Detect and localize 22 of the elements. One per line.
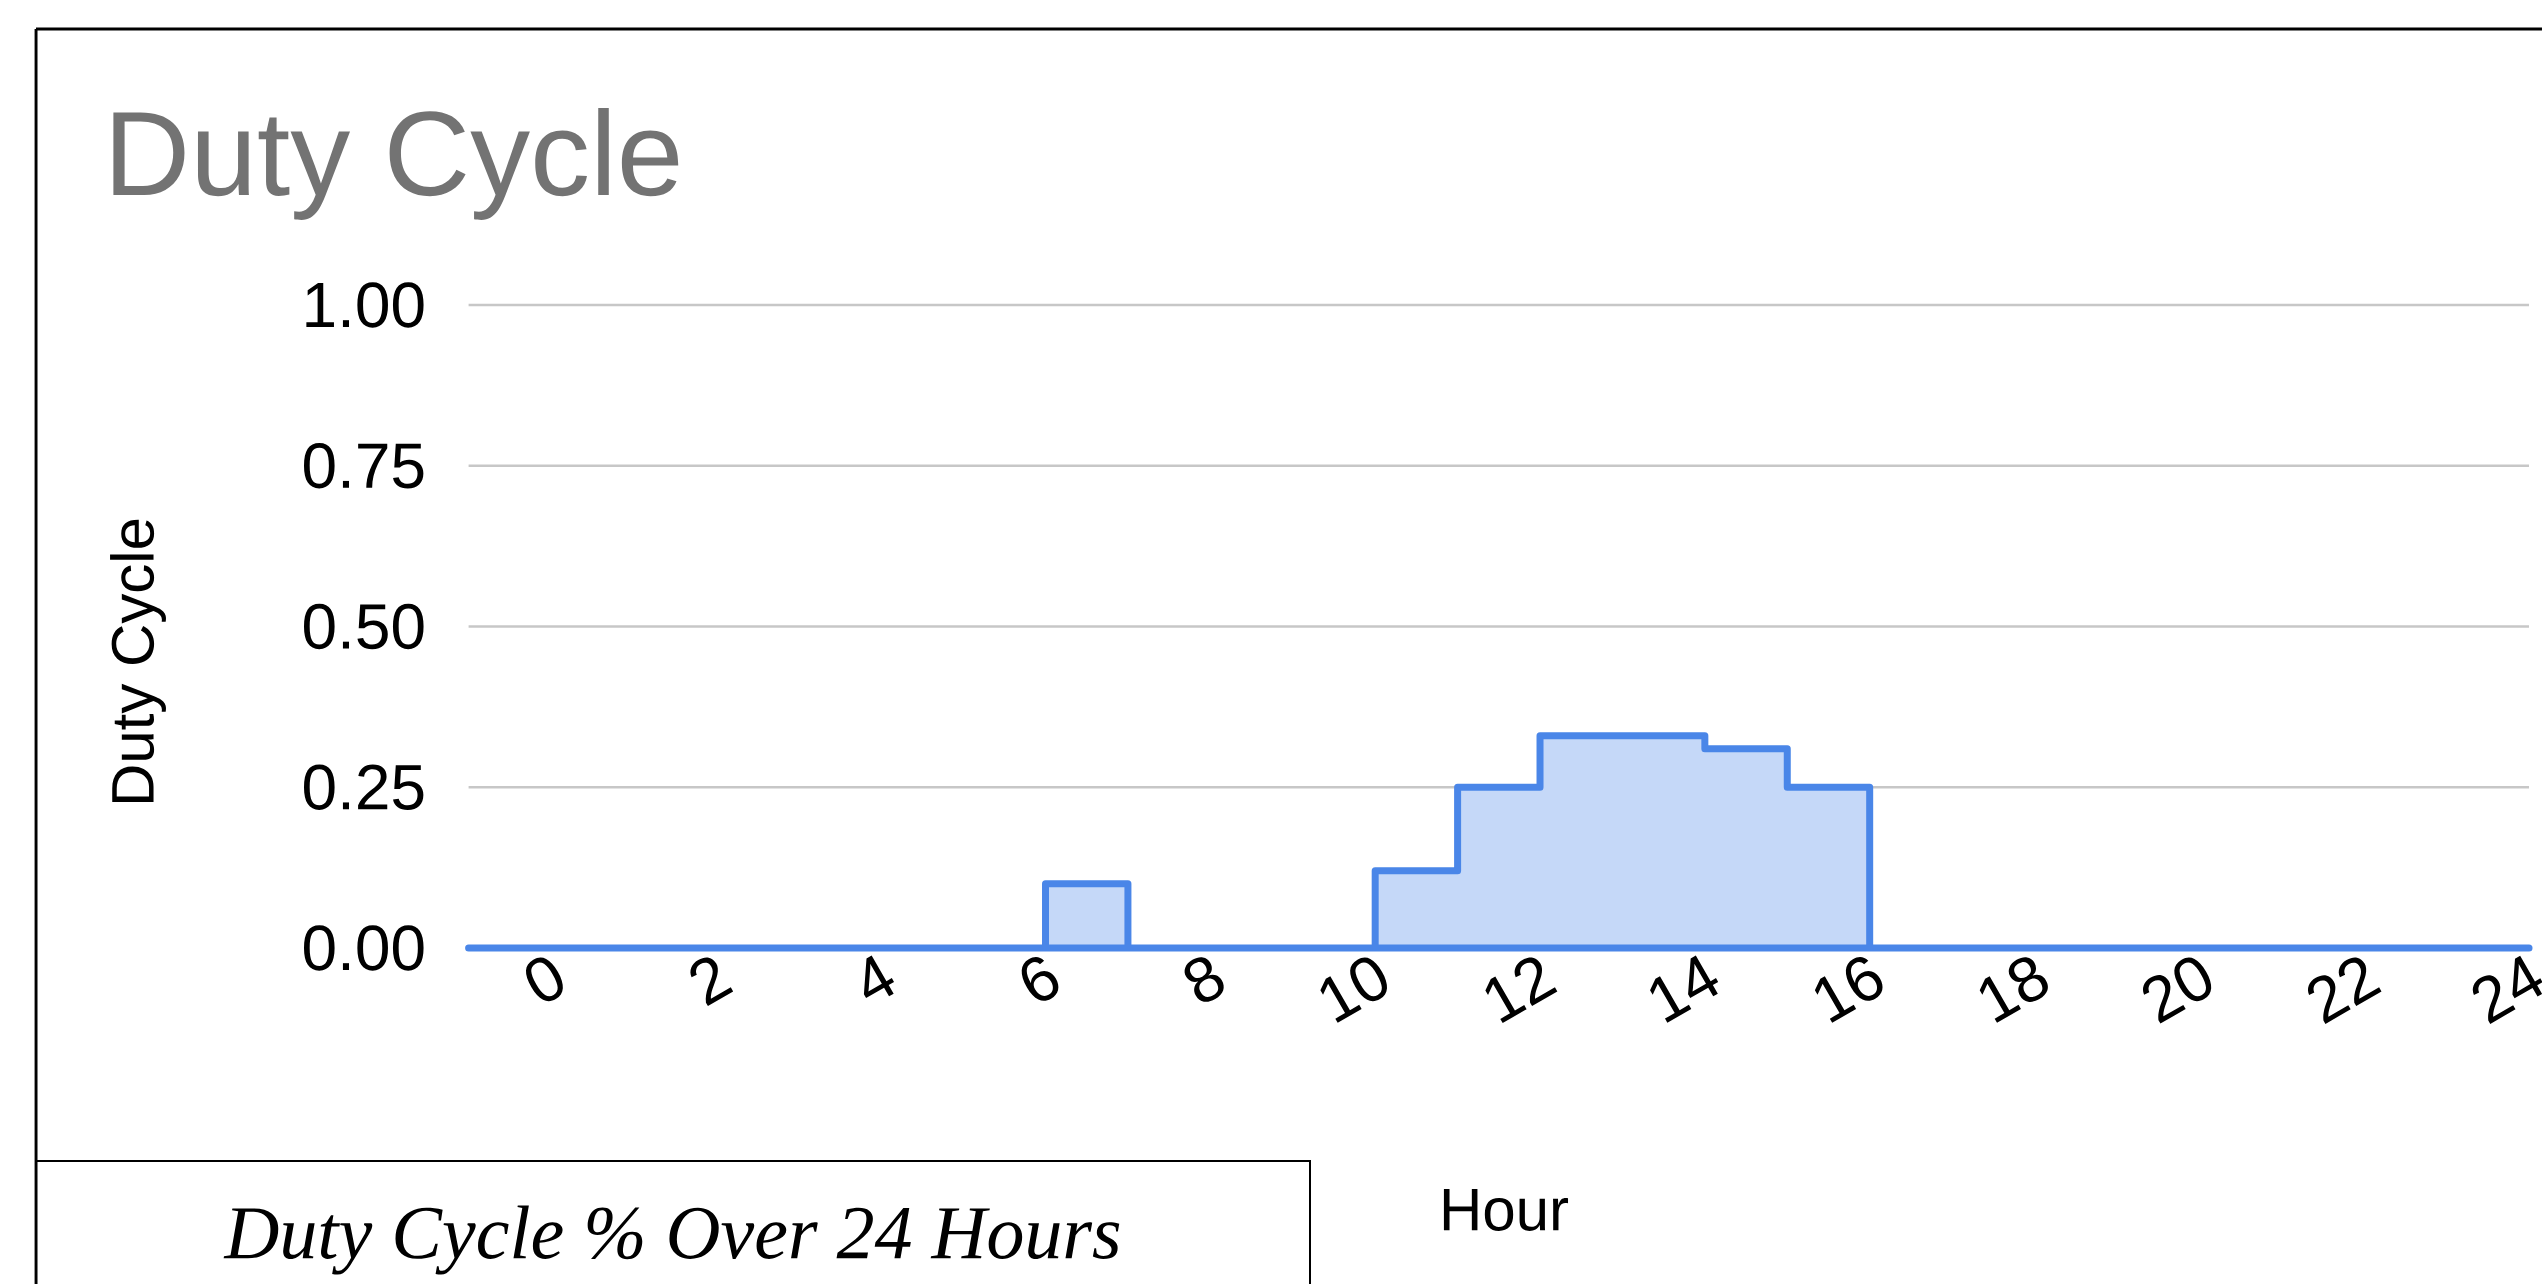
- x-tick-label: 20: [2142, 957, 2212, 1024]
- y-axis-title: Duty Cycle: [110, 519, 166, 803]
- x-tick-label: 10: [1320, 957, 1388, 1023]
- x-tick-label: 22: [2307, 957, 2382, 1024]
- x-tick-label: 0: [525, 957, 563, 1002]
- chart-title: Duty Cycle: [113, 108, 679, 220]
- x-tick-label: 12: [1485, 957, 1558, 1024]
- x-tick-label: 4: [863, 955, 895, 999]
- x-tick-label: 14: [1650, 955, 1719, 1023]
- x-axis-title: Hour: [1443, 1189, 1569, 1231]
- y-tick-label: 0.75: [304, 443, 424, 489]
- text: Duty Cycle % Over 24 Hours: [223, 1205, 1120, 1275]
- y-tick-label: 0.25: [304, 764, 424, 810]
- x-tick-label: 6: [1021, 957, 1059, 1001]
- x-tick-label: 2: [690, 957, 734, 1007]
- x-tick-label: 18: [1979, 957, 2048, 1023]
- y-tick-label: 0.50: [304, 603, 424, 650]
- x-tick-label: 16: [1814, 957, 1883, 1023]
- x-tick-label: 24: [2472, 955, 2542, 1024]
- y-tick-label: 1.00: [306, 282, 424, 328]
- x-tick-label: 8: [1184, 957, 1224, 1002]
- y-tick-label: 0.00: [304, 925, 424, 971]
